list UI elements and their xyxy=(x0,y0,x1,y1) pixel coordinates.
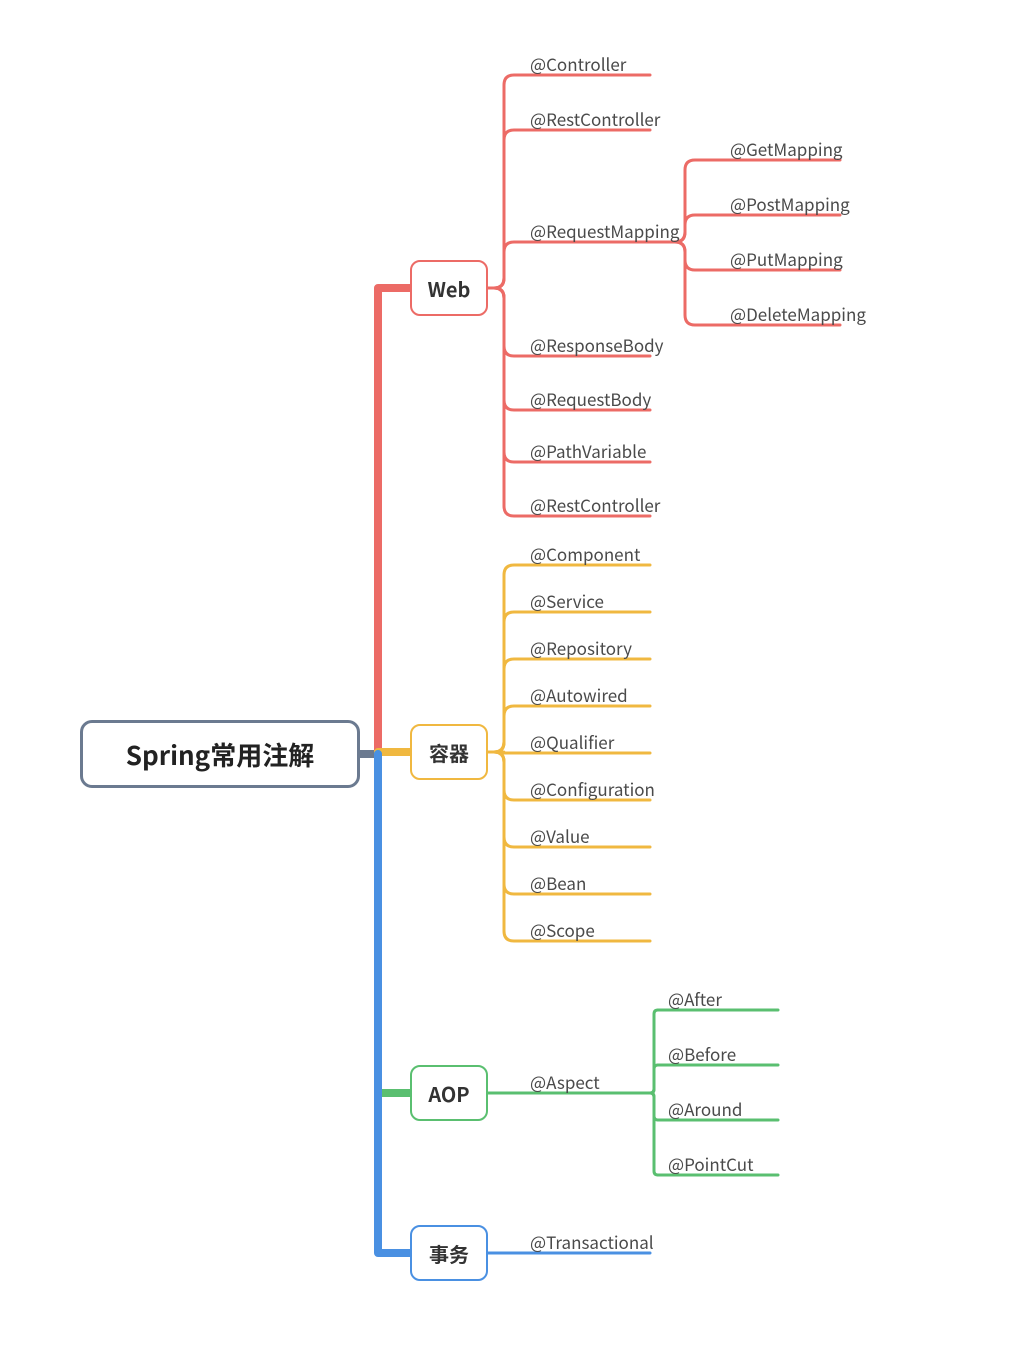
connector-layer xyxy=(0,0,1026,1347)
leaf-container-2: @Repository xyxy=(530,635,632,660)
leaf-web-3: @ResponseBody xyxy=(530,332,664,357)
leaf-web-5: @PathVariable xyxy=(530,438,646,463)
category-tx: 事务 xyxy=(410,1225,488,1281)
category-aop: AOP xyxy=(410,1065,488,1121)
leaf-container-5: @Configuration xyxy=(530,776,655,801)
leaf-aop-0-0: @After xyxy=(668,986,722,1011)
leaf-container-4: @Qualifier xyxy=(530,729,614,754)
leaf-web-0: @Controller xyxy=(530,51,626,76)
leaf-container-8: @Scope xyxy=(530,917,595,942)
leaf-web-2-3: @DeleteMapping xyxy=(730,301,866,326)
leaf-aop-0: @Aspect xyxy=(530,1069,600,1094)
category-web: Web xyxy=(410,260,488,316)
leaf-web-2-2: @PutMapping xyxy=(730,246,843,271)
leaf-web-1: @RestController xyxy=(530,106,660,131)
leaf-aop-0-3: @PointCut xyxy=(668,1151,754,1176)
leaf-container-1: @Service xyxy=(530,588,604,613)
leaf-aop-0-2: @Around xyxy=(668,1096,742,1121)
leaf-web-2-1: @PostMapping xyxy=(730,191,850,216)
leaf-container-3: @Autowired xyxy=(530,682,628,707)
category-container: 容器 xyxy=(410,724,488,780)
leaf-container-7: @Bean xyxy=(530,870,586,895)
leaf-web-4: @RequestBody xyxy=(530,386,651,411)
root-node: Spring常用注解 xyxy=(80,720,360,788)
leaf-web-6: @RestController xyxy=(530,492,660,517)
leaf-container-0: @Component xyxy=(530,541,640,566)
leaf-web-2: @RequestMapping xyxy=(530,218,679,243)
leaf-web-2-0: @GetMapping xyxy=(730,136,843,161)
leaf-aop-0-1: @Before xyxy=(668,1041,736,1066)
leaf-tx-0: @Transactional xyxy=(530,1229,654,1254)
leaf-container-6: @Value xyxy=(530,823,590,848)
